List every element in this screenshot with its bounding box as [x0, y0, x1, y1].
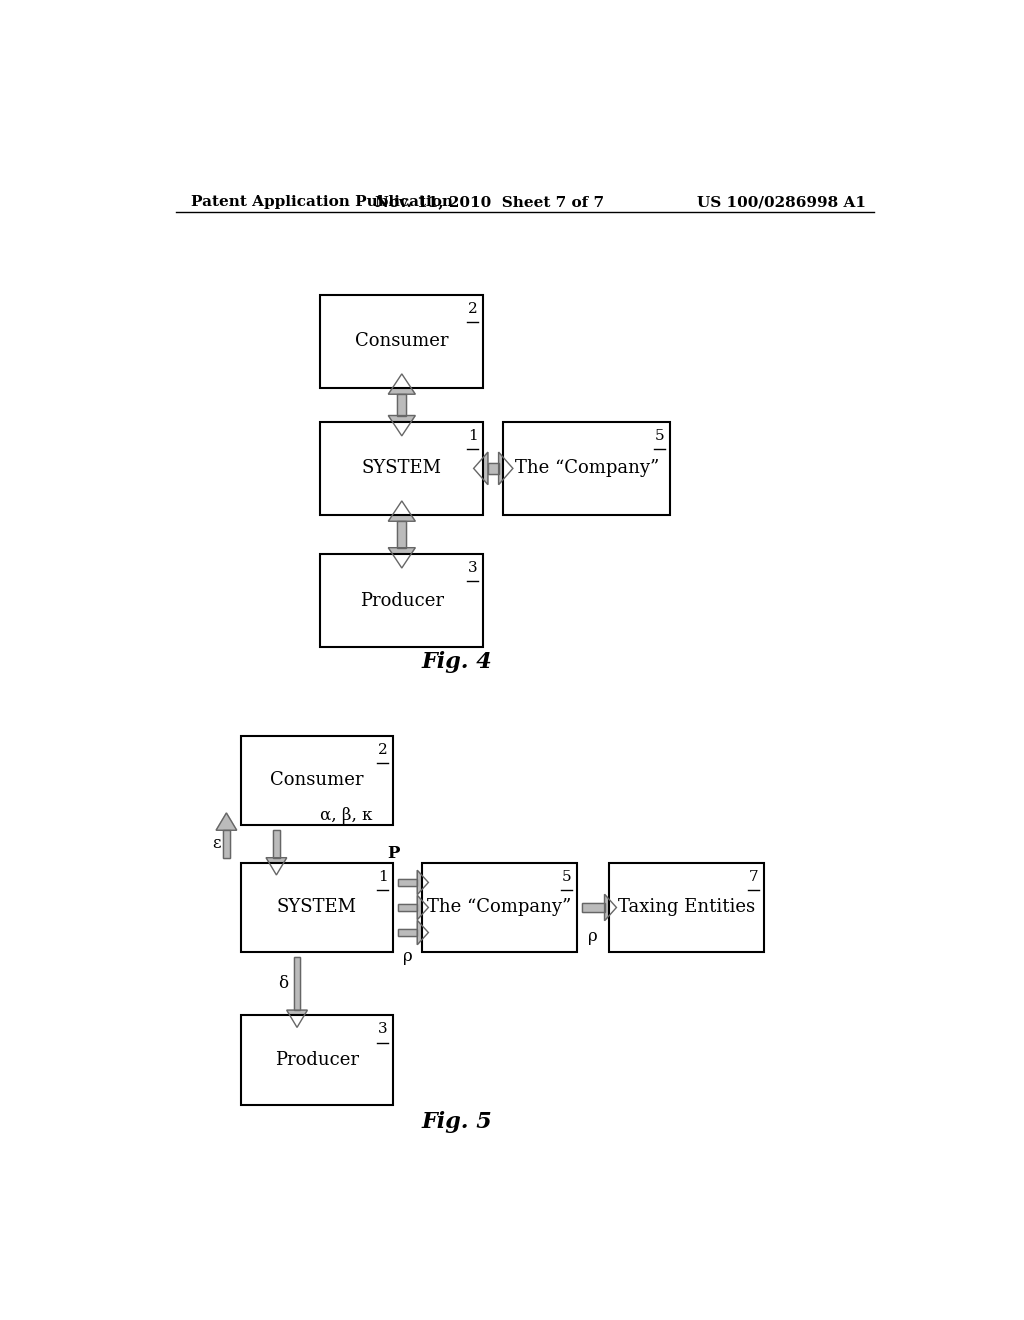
Bar [397, 904, 417, 911]
Bar [321, 554, 483, 647]
Text: Consumer: Consumer [270, 771, 364, 789]
Bar [397, 929, 417, 936]
Text: ε: ε [212, 836, 220, 853]
Text: 2: 2 [468, 302, 477, 315]
Bar [582, 903, 604, 912]
Bar [609, 863, 764, 952]
Polygon shape [388, 548, 416, 568]
Bar [223, 830, 229, 858]
Text: The “Company”: The “Company” [427, 899, 571, 916]
Text: Producer: Producer [274, 1051, 358, 1069]
Polygon shape [604, 894, 616, 921]
Text: 2: 2 [378, 743, 387, 756]
Bar [397, 904, 417, 911]
Bar [223, 830, 229, 858]
Text: 1: 1 [468, 429, 477, 442]
Bar [422, 863, 577, 952]
Bar [321, 294, 483, 388]
Polygon shape [417, 895, 428, 920]
Bar [487, 463, 499, 474]
Polygon shape [287, 1010, 307, 1027]
Bar [397, 521, 407, 548]
Bar [487, 463, 499, 474]
Polygon shape [474, 453, 487, 484]
Bar [294, 957, 300, 1010]
Text: Fig. 4: Fig. 4 [422, 651, 493, 672]
Text: SYSTEM: SYSTEM [361, 459, 441, 478]
Text: δ: δ [278, 975, 288, 993]
Bar [321, 421, 483, 515]
Bar [397, 395, 407, 416]
Polygon shape [216, 813, 237, 830]
Bar [397, 521, 407, 548]
Polygon shape [417, 920, 428, 945]
Polygon shape [417, 870, 428, 895]
Bar [273, 830, 280, 858]
Polygon shape [388, 416, 416, 436]
Text: 3: 3 [378, 1022, 387, 1036]
Bar [397, 395, 407, 416]
Polygon shape [388, 374, 416, 395]
Text: Nov. 11, 2010  Sheet 7 of 7: Nov. 11, 2010 Sheet 7 of 7 [375, 195, 604, 209]
Text: Fig. 5: Fig. 5 [422, 1111, 493, 1133]
Polygon shape [266, 858, 287, 875]
Text: Producer: Producer [359, 591, 443, 610]
Bar [504, 421, 670, 515]
Text: Patent Application Publication: Patent Application Publication [191, 195, 454, 209]
Text: 1: 1 [378, 870, 387, 884]
Text: α, β, κ: α, β, κ [321, 807, 373, 824]
Bar [241, 863, 393, 952]
Text: 3: 3 [468, 561, 477, 576]
Text: ρ: ρ [588, 928, 598, 945]
Bar [397, 929, 417, 936]
Bar [294, 957, 300, 1010]
Polygon shape [499, 453, 513, 484]
Text: Taxing Entities: Taxing Entities [618, 899, 756, 916]
Text: ρ: ρ [402, 948, 413, 965]
Polygon shape [388, 500, 416, 521]
Text: 7: 7 [749, 870, 759, 884]
Text: US 100/0286998 A1: US 100/0286998 A1 [697, 195, 866, 209]
Bar [397, 879, 417, 886]
Bar [582, 903, 604, 912]
Bar [241, 1015, 393, 1105]
Text: P: P [387, 845, 399, 862]
Text: Consumer: Consumer [355, 333, 449, 350]
Bar [273, 830, 280, 858]
Text: 5: 5 [655, 429, 665, 442]
Text: 5: 5 [561, 870, 571, 884]
Text: The “Company”: The “Company” [514, 459, 658, 478]
Bar [241, 735, 393, 825]
Bar [397, 879, 417, 886]
Text: SYSTEM: SYSTEM [276, 899, 357, 916]
